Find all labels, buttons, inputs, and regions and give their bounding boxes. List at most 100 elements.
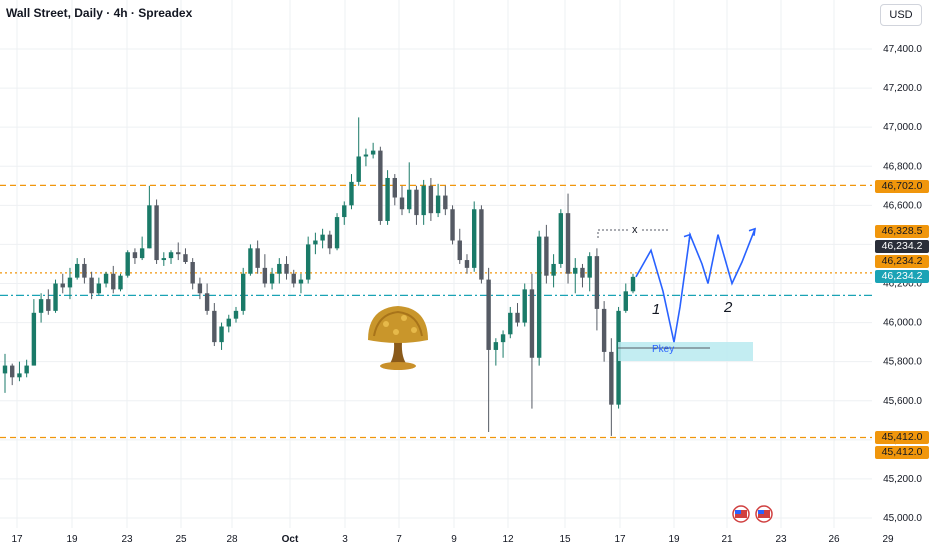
candle-body — [17, 373, 22, 378]
x-tick-label: 23 — [121, 534, 133, 545]
candle-body — [544, 236, 549, 276]
price-levels — [0, 184, 872, 439]
candle-body — [197, 283, 203, 294]
candle-body — [226, 318, 231, 327]
candle-body — [392, 177, 397, 198]
candle-body — [378, 150, 383, 221]
candle-body — [370, 150, 376, 155]
projection-path — [635, 227, 756, 343]
us-flag-icon — [755, 505, 773, 523]
y-tick-label: 45,800.0 — [883, 357, 922, 368]
candle-body — [219, 326, 224, 343]
price-label-resistance: 46,702.0 — [875, 180, 929, 193]
projection-arrowhead — [683, 233, 691, 242]
candle-body — [10, 365, 15, 378]
candle-body — [399, 197, 405, 210]
candle-body — [139, 248, 145, 259]
candle-body — [67, 277, 73, 288]
candle-body — [118, 275, 123, 290]
x-tick-label: 7 — [396, 534, 402, 545]
x-tick-label: 21 — [721, 534, 733, 545]
wave-label-2: 2 — [723, 299, 733, 316]
y-tick-label: 45,600.0 — [883, 396, 922, 407]
candle-body — [580, 267, 585, 278]
candle-body — [60, 283, 65, 288]
x-tick-label: Oct — [282, 534, 299, 545]
x-tick-label: 3 — [342, 534, 348, 545]
pkey-zone[interactable] — [618, 342, 753, 361]
y-tick-label: 46,200.0 — [883, 279, 922, 290]
x-tick-label: 17 — [614, 534, 626, 545]
currency-selector[interactable]: USD — [880, 4, 922, 26]
price-label-last: 46,234.2 — [875, 240, 929, 253]
y-tick-label: 46,000.0 — [883, 318, 922, 329]
wave-label-1: 1 — [652, 301, 660, 318]
candle-body — [558, 213, 564, 264]
candle-body — [89, 277, 94, 294]
candle-body — [464, 260, 470, 268]
candle-body — [320, 234, 325, 241]
pkey-label: Pkey — [652, 344, 674, 355]
chart-title: Wall Street, Daily · 4h · Spreadex — [6, 6, 193, 20]
candle-body — [529, 289, 535, 358]
candle-body — [536, 236, 542, 358]
candle-body — [471, 209, 477, 268]
candle-body — [573, 267, 578, 274]
x-tick-label: 9 — [451, 534, 457, 545]
candle-body — [46, 299, 51, 311]
x-tick-label: 28 — [226, 534, 238, 545]
candle-body — [551, 263, 556, 276]
candle-body — [125, 252, 130, 276]
x-tick-label: 19 — [668, 534, 680, 545]
x-marker-label: x — [632, 224, 638, 236]
candle-body — [515, 312, 520, 323]
x-tick-label: 29 — [882, 534, 894, 545]
candle-body — [493, 342, 499, 350]
price-label-support: 45,412.0 — [875, 431, 929, 444]
y-tick-label: 47,400.0 — [883, 44, 922, 55]
candle-body — [204, 293, 210, 311]
price-label-current: 46,234.2 — [875, 270, 929, 283]
projection-arrowhead — [748, 227, 756, 236]
price-label-pivot: 46,234.2 — [875, 255, 929, 268]
y-tick-label: 47,200.0 — [883, 83, 922, 94]
y-tick-label: 45,200.0 — [883, 474, 922, 485]
candle-body — [587, 256, 592, 278]
candle-body — [269, 273, 275, 284]
candle-body — [277, 263, 282, 274]
candlestick-series — [2, 117, 636, 436]
candle-body — [342, 205, 347, 218]
candle-body — [407, 189, 412, 210]
candle-body — [500, 334, 506, 343]
candle-body — [291, 273, 296, 284]
candle-body — [443, 195, 448, 210]
projection-polyline — [635, 228, 756, 343]
candle-body — [2, 365, 8, 374]
candle-body — [594, 256, 600, 309]
candle-body — [457, 240, 462, 261]
candle-body — [435, 195, 441, 214]
candle-body — [349, 181, 354, 206]
candle-body — [38, 299, 44, 313]
price-label-upper: 46,328.5 — [875, 225, 929, 238]
x-tick-label: 12 — [502, 534, 514, 545]
candle-body — [385, 177, 390, 221]
x-tick-label: 19 — [66, 534, 78, 545]
candle-body — [176, 252, 181, 255]
x-tick-label: 23 — [775, 534, 787, 545]
candle-body — [421, 185, 426, 216]
candle-body — [183, 254, 188, 263]
candle-body — [31, 312, 37, 366]
y-tick-label: 46,600.0 — [883, 200, 922, 211]
candle-body — [82, 263, 87, 278]
candle-body — [96, 283, 102, 294]
candle-body — [24, 365, 29, 374]
candle-body — [363, 154, 369, 157]
candle-body — [334, 217, 340, 249]
chart-grid — [0, 0, 872, 528]
x-tick-label: 25 — [175, 534, 187, 545]
candle-body — [255, 248, 260, 268]
candle-body — [233, 310, 239, 319]
candle-body — [132, 252, 138, 259]
